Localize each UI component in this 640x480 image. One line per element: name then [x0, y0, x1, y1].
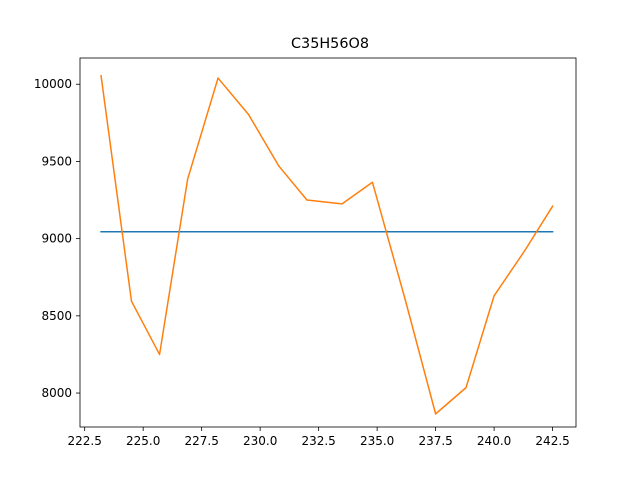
y-tick-label: 9000 — [41, 232, 72, 246]
x-tick-label: 240.0 — [477, 434, 511, 448]
series-line-2 — [100, 74, 554, 415]
x-tick-label: 222.5 — [67, 434, 101, 448]
plot-area — [100, 74, 554, 415]
x-tick-label: 232.5 — [301, 434, 335, 448]
x-tick-label: 237.5 — [418, 434, 452, 448]
chart-title: C35H56O8 — [291, 36, 369, 52]
x-tick-label: 225.0 — [126, 434, 160, 448]
y-tick-label: 8000 — [41, 386, 72, 400]
axes-frame — [79, 57, 577, 428]
x-tick-label: 242.5 — [535, 434, 569, 448]
x-tick-label: 227.5 — [184, 434, 218, 448]
y-tick-label: 8500 — [41, 309, 72, 323]
y-tick-label: 10000 — [34, 77, 72, 91]
x-tick-label: 235.0 — [360, 434, 394, 448]
x-tick-label: 230.0 — [243, 434, 277, 448]
axes: 222.5 225.0 227.5 230.0 232.5 235.0 237.5 240.0… — [34, 57, 577, 448]
y-tick-label: 9500 — [41, 154, 72, 168]
